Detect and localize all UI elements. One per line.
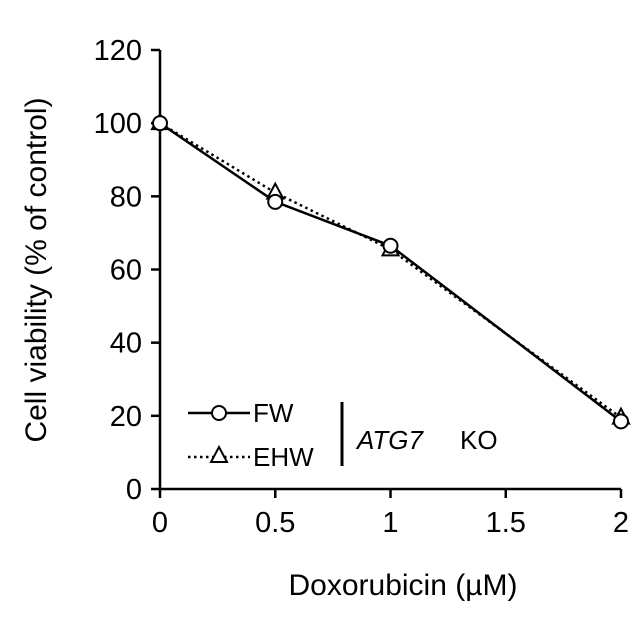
- data-point-fw: [153, 116, 167, 130]
- data-point-fw: [384, 239, 398, 253]
- legend-group-label-gene: ATG7: [355, 425, 425, 455]
- legend-label-fw: FW: [253, 398, 294, 428]
- x-tick-label: 0: [152, 507, 168, 539]
- series-line-fw: [160, 123, 621, 421]
- y-tick-label: 60: [110, 255, 142, 287]
- legend-label-ehw: EHW: [253, 442, 314, 472]
- legend: FW EHW ATG7 KO: [188, 398, 498, 472]
- x-tick-label: 0.5: [255, 507, 295, 539]
- data-point-fw: [614, 414, 628, 428]
- axes: 0 20 40 60 80 100 120 0 0.5 1 1.5 2: [94, 35, 629, 539]
- x-ticks: 0 0.5 1 1.5 2: [152, 489, 629, 539]
- y-tick-label: 20: [110, 401, 142, 433]
- legend-marker-ehw: [211, 447, 227, 462]
- legend-group-label-suffix: KO: [460, 425, 498, 455]
- series-layer: [152, 114, 629, 428]
- y-ticks: 0 20 40 60 80 100 120: [94, 35, 160, 506]
- y-axis-title: Cell viability (% of control): [20, 97, 53, 442]
- y-tick-label: 0: [126, 474, 142, 506]
- legend-entry-fw: FW: [188, 398, 294, 428]
- legend-marker-fw: [212, 406, 226, 420]
- x-axis-title: Doxorubicin (µM): [289, 569, 518, 602]
- x-tick-label: 1.5: [486, 507, 526, 539]
- y-tick-label: 100: [94, 108, 142, 140]
- series-line-ehw: [160, 123, 621, 417]
- data-point-fw: [268, 195, 282, 209]
- legend-entry-ehw: EHW: [188, 442, 314, 472]
- x-tick-label: 2: [613, 507, 629, 539]
- y-tick-label: 120: [94, 35, 142, 67]
- x-tick-label: 1: [382, 507, 398, 539]
- y-tick-label: 80: [110, 181, 142, 213]
- y-tick-label: 40: [110, 328, 142, 360]
